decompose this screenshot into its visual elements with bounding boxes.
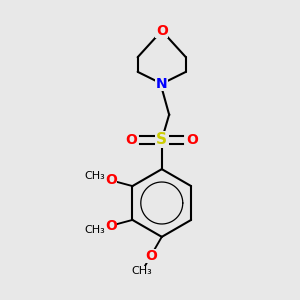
Text: O: O <box>105 173 117 188</box>
Text: O: O <box>156 24 168 38</box>
Text: O: O <box>145 249 157 263</box>
Text: CH₃: CH₃ <box>132 266 153 276</box>
Text: N: N <box>156 77 168 91</box>
Text: O: O <box>105 219 117 232</box>
Text: CH₃: CH₃ <box>84 171 105 181</box>
Text: O: O <box>186 133 198 147</box>
Text: S: S <box>156 132 167 147</box>
Text: CH₃: CH₃ <box>84 225 105 235</box>
Text: O: O <box>125 133 137 147</box>
